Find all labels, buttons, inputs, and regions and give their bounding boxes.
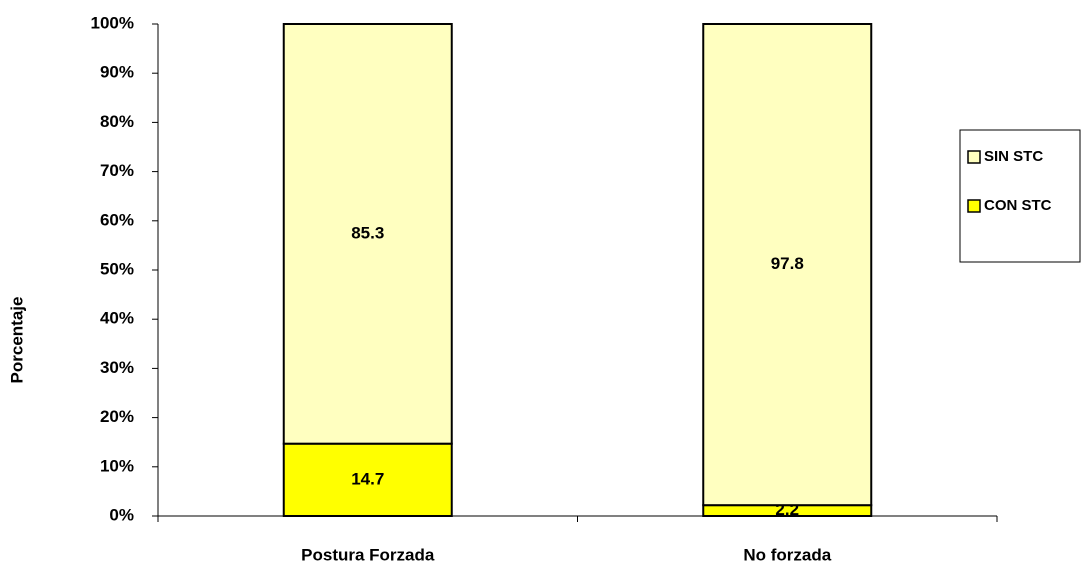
data-label: 97.8 [771,254,804,273]
y-tick-label: 0% [109,505,134,524]
y-tick-label: 50% [100,259,134,278]
bar-segment [282,23,453,445]
legend-swatch [967,150,981,164]
data-label: 14.7 [351,469,384,488]
legend-label: CON STC [984,197,1052,214]
y-axis-label: Porcentaje [7,297,26,384]
x-tick-label: Postura Forzada [301,545,435,564]
bar-segment [282,442,453,517]
x-tick-label: No forzada [743,545,831,564]
bar-segment [702,23,873,507]
legend-label: SIN STC [984,148,1043,165]
y-tick-label: 80% [100,112,134,131]
legend-swatch [967,199,981,213]
y-tick-label: 70% [100,161,134,180]
y-tick-label: 60% [100,210,134,229]
y-tick-label: 100% [91,13,134,32]
y-tick-label: 20% [100,407,134,426]
y-tick-label: 30% [100,358,134,377]
y-tick-label: 40% [100,309,134,328]
data-label: 85.3 [351,223,384,242]
y-tick-label: 10% [100,456,134,475]
y-tick-label: 90% [100,63,134,82]
